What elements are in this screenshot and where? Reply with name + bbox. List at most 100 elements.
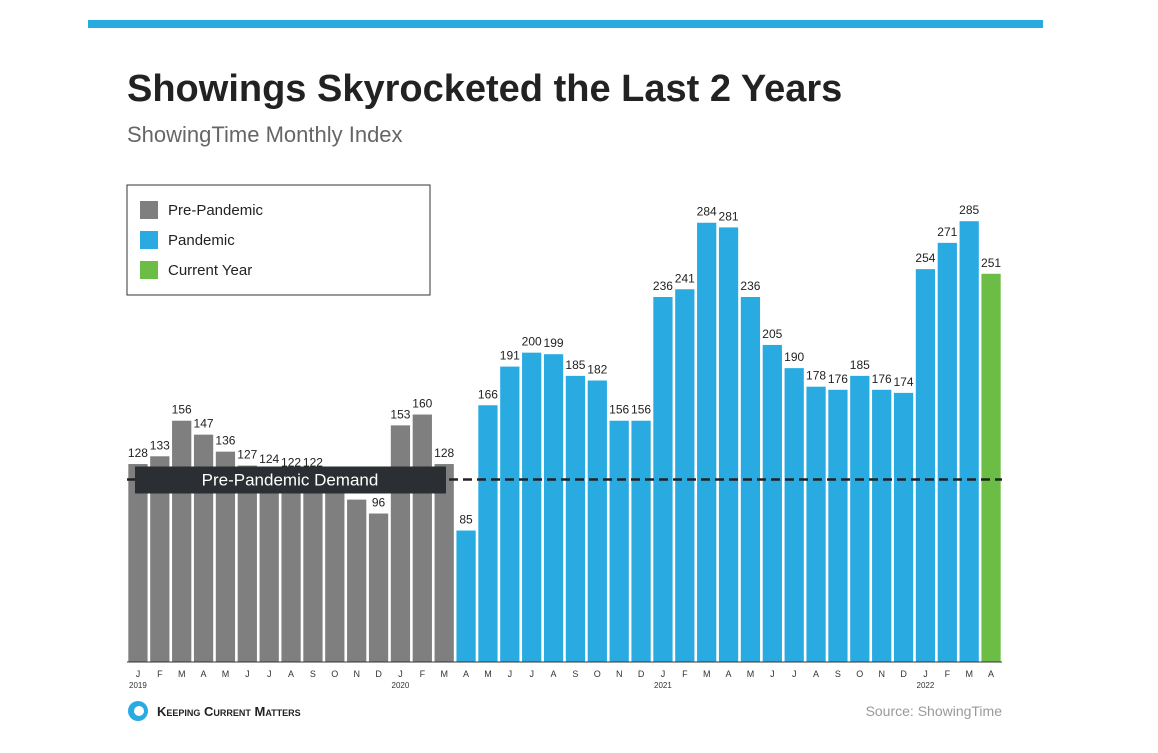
value-label: 136 [215, 434, 235, 448]
x-tick-label: M [484, 669, 492, 679]
x-tick-label: M [440, 669, 448, 679]
value-label: 251 [981, 256, 1001, 270]
value-label: 127 [237, 448, 257, 462]
value-label: 284 [697, 205, 717, 219]
x-tick-label: J [508, 669, 513, 679]
bar [522, 352, 542, 662]
bar [281, 473, 301, 662]
value-label: 128 [434, 446, 454, 460]
x-tick-label: J [398, 669, 403, 679]
x-year-label: 2019 [129, 681, 147, 690]
bar [609, 420, 629, 662]
x-tick-label: J [792, 669, 797, 679]
chart-title: Showings Skyrocketed the Last 2 Years [127, 68, 842, 110]
bar [981, 273, 1001, 662]
x-tick-label: J [923, 669, 928, 679]
x-tick-label: S [572, 669, 578, 679]
chart-subtitle: ShowingTime Monthly Index [127, 122, 403, 147]
x-tick-label: J [267, 669, 272, 679]
x-year-label: 2022 [917, 681, 935, 690]
bar [806, 386, 826, 662]
bar [128, 464, 148, 662]
bar [675, 289, 695, 662]
value-label: 156 [172, 403, 192, 417]
value-label: 281 [719, 209, 739, 223]
value-label: 156 [609, 403, 629, 417]
value-label: 200 [522, 335, 542, 349]
bar [259, 470, 279, 662]
value-label: 133 [150, 438, 170, 452]
bar [915, 269, 936, 662]
x-tick-label: J [661, 669, 666, 679]
legend-box [126, 184, 431, 296]
x-tick-label: O [856, 669, 863, 679]
value-label: 124 [259, 452, 279, 466]
x-tick-label: F [420, 669, 426, 679]
x-tick-label: J [245, 669, 250, 679]
bar [456, 530, 476, 662]
bar [237, 465, 257, 662]
x-tick-label: N [616, 669, 623, 679]
value-label: 185 [565, 358, 585, 372]
value-label: 254 [915, 251, 935, 265]
x-tick-label: A [463, 669, 469, 679]
reference-label-box [135, 466, 446, 494]
value-label: 205 [762, 327, 782, 341]
x-tick-label: A [201, 669, 207, 679]
brand: Keeping Current Matters [157, 704, 301, 719]
bar [762, 344, 782, 662]
bar [368, 513, 389, 662]
x-tick-label: M [222, 669, 230, 679]
bar [390, 425, 411, 662]
value-label: 96 [372, 496, 386, 510]
bar [893, 392, 914, 662]
footer-logo [128, 701, 148, 721]
value-label: 156 [631, 403, 651, 417]
value-label: 176 [872, 372, 892, 386]
x-tick-label: A [726, 669, 732, 679]
bar [215, 451, 236, 662]
x-tick-label: J [529, 669, 534, 679]
value-label: 85 [459, 513, 473, 527]
value-label: 241 [675, 271, 695, 285]
x-tick-label: M [703, 669, 711, 679]
value-label: 199 [544, 336, 564, 350]
bar [959, 221, 979, 662]
legend-swatch [140, 231, 158, 249]
value-label: 147 [194, 417, 214, 431]
bar [172, 420, 192, 662]
x-tick-label: O [594, 669, 601, 679]
bar [937, 242, 957, 662]
bar [347, 499, 367, 662]
bar [412, 414, 432, 662]
x-tick-label: F [682, 669, 688, 679]
value-label: 236 [653, 279, 673, 293]
value-label: 236 [740, 279, 760, 293]
value-label: 160 [412, 397, 432, 411]
x-tick-label: J [770, 669, 775, 679]
logo-icon-inner [134, 706, 144, 716]
x-tick-label: D [375, 669, 382, 679]
x-tick-label: M [178, 669, 186, 679]
x-tick-label: A [551, 669, 557, 679]
value-label: 191 [500, 349, 520, 363]
legend-swatch [140, 261, 158, 279]
x-year-label: 2020 [392, 681, 410, 690]
bar [872, 389, 892, 662]
bar [587, 380, 607, 662]
bar [325, 484, 345, 662]
source: Source: ShowingTime [866, 703, 1003, 719]
value-label: 285 [959, 203, 979, 217]
x-tick-label: D [900, 669, 907, 679]
x-tick-label: N [878, 669, 885, 679]
bar [434, 464, 454, 662]
value-label: 122 [303, 455, 323, 469]
x-tick-label: S [835, 669, 841, 679]
x-tick-label: N [353, 669, 360, 679]
value-label: 185 [850, 358, 870, 372]
value-label: 153 [390, 407, 410, 421]
x-tick-label: M [965, 669, 973, 679]
x-tick-label: J [136, 669, 141, 679]
x-tick-label: A [813, 669, 819, 679]
